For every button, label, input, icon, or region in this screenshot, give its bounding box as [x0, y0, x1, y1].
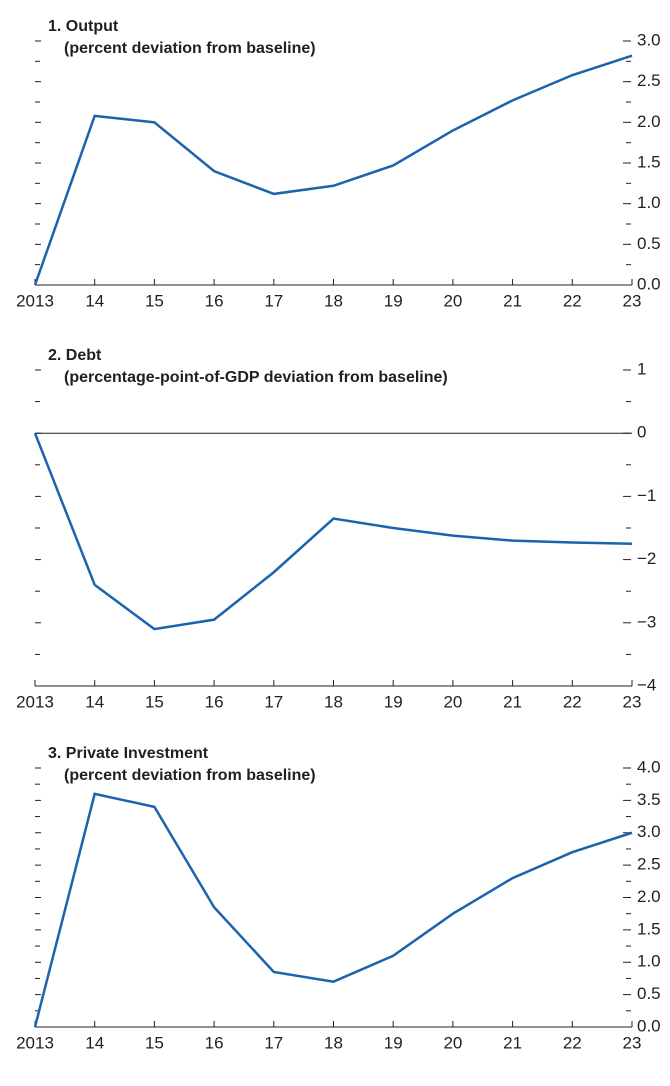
y-tick-label: 1.5	[637, 919, 661, 938]
y-tick-label: 2.5	[637, 71, 661, 90]
x-tick-label: 17	[264, 692, 283, 711]
x-tick-label: 14	[85, 692, 104, 711]
x-tick-label: 2013	[16, 692, 54, 711]
chart-title: 1. Output	[48, 18, 119, 35]
y-tick-label: 0.0	[637, 274, 661, 293]
y-tick-label: 4.0	[637, 757, 661, 776]
y-tick-label: 2.0	[637, 112, 661, 131]
x-tick-label: 2013	[16, 1033, 54, 1052]
y-tick-label: 3.0	[637, 822, 661, 841]
x-tick-label: 20	[443, 1033, 462, 1052]
x-tick-label: 14	[85, 1033, 104, 1052]
y-tick-label: 0.0	[637, 1016, 661, 1035]
x-tick-label: 15	[145, 291, 164, 310]
y-tick-label: −3	[637, 612, 656, 631]
y-tick-label: 1.0	[637, 193, 661, 212]
x-tick-label: 2013	[16, 291, 54, 310]
y-tick-label: 0.5	[637, 234, 661, 253]
data-line	[33, 432, 633, 631]
x-tick-label: 17	[264, 1033, 283, 1052]
y-tick-label: −4	[637, 675, 656, 694]
data-line	[33, 54, 633, 286]
x-tick-label: 16	[205, 692, 224, 711]
y-tick-label: 1.0	[637, 952, 661, 971]
y-tick-label: 0	[637, 423, 646, 442]
x-tick-label: 23	[623, 291, 642, 310]
y-tick-label: 2.5	[637, 855, 661, 874]
x-tick-label: 20	[443, 291, 462, 310]
x-tick-label: 16	[205, 291, 224, 310]
x-tick-label: 18	[324, 1033, 343, 1052]
x-tick-label: 22	[563, 692, 582, 711]
y-tick-label: 1	[637, 359, 646, 378]
y-tick-label: 1.5	[637, 152, 661, 171]
y-tick-label: 0.5	[637, 984, 661, 1003]
x-tick-label: 15	[145, 1033, 164, 1052]
x-tick-label: 14	[85, 291, 104, 310]
x-tick-label: 21	[503, 1033, 522, 1052]
chart-subtitle: (percent deviation from baseline)	[64, 767, 316, 784]
x-tick-label: 21	[503, 692, 522, 711]
y-tick-label: 3.0	[637, 30, 661, 49]
chart-subtitle: (percentage-point-of-GDP deviation from …	[64, 369, 448, 386]
y-tick-label: 2.0	[637, 887, 661, 906]
data-line	[33, 792, 633, 1028]
x-tick-label: 22	[563, 291, 582, 310]
x-tick-label: 19	[384, 291, 403, 310]
x-tick-label: 18	[324, 692, 343, 711]
x-tick-label: 21	[503, 291, 522, 310]
y-tick-label: 3.5	[637, 790, 661, 809]
x-tick-label: 17	[264, 291, 283, 310]
x-tick-label: 20	[443, 692, 462, 711]
x-tick-label: 22	[563, 1033, 582, 1052]
x-tick-label: 19	[384, 692, 403, 711]
x-tick-label: 15	[145, 692, 164, 711]
x-tick-label: 23	[623, 1033, 642, 1052]
x-tick-label: 23	[623, 692, 642, 711]
y-tick-label: −1	[637, 486, 656, 505]
x-tick-label: 19	[384, 1033, 403, 1052]
chart-title: 3. Private Investment	[48, 745, 209, 762]
chart-subtitle: (percent deviation from baseline)	[64, 40, 316, 57]
chart-title: 2. Debt	[48, 347, 102, 364]
y-tick-label: −2	[637, 549, 656, 568]
x-tick-label: 18	[324, 291, 343, 310]
x-tick-label: 16	[205, 1033, 224, 1052]
